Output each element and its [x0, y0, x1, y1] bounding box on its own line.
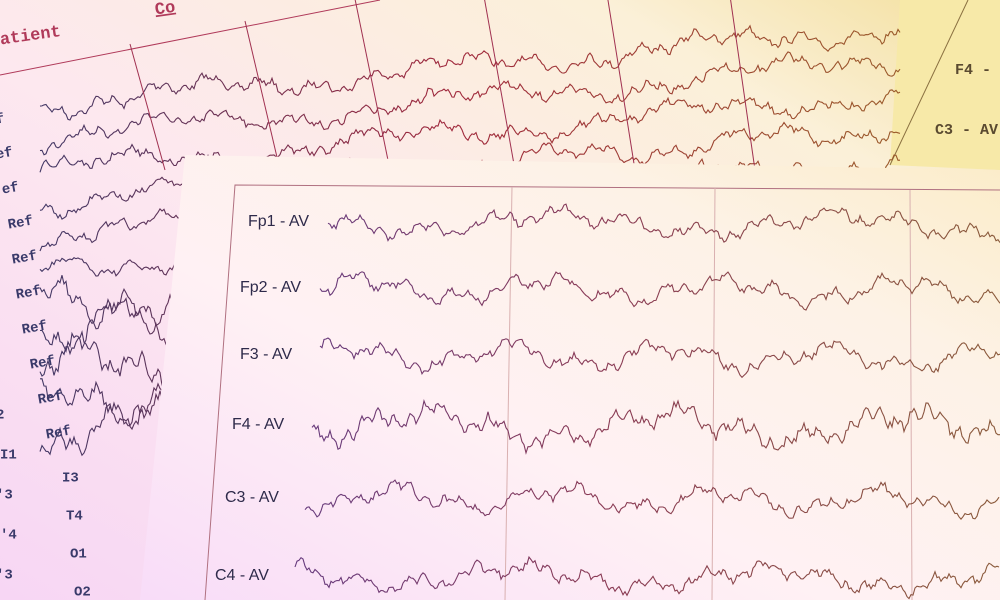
channel-label: C3 - AV — [225, 489, 279, 506]
channel-label: Fp1 - AV — [248, 213, 309, 230]
channel-label: O1 — [70, 547, 87, 563]
channel-label: O2 — [74, 585, 91, 600]
channel-label: F3 - AV — [240, 346, 292, 363]
channel-label: Ref — [11, 248, 39, 268]
channel-label: I1 — [0, 448, 17, 464]
channel-label: Ref — [21, 318, 49, 338]
channel-label: Ref — [45, 423, 73, 443]
sheet-rule — [0, 0, 381, 76]
channel-label: T4 — [66, 509, 83, 525]
eeg-trace — [327, 203, 1000, 243]
channel-label: ef — [0, 145, 14, 164]
grid-line — [607, 0, 636, 171]
channel-label: C4 - AV — [215, 567, 269, 584]
channel-label: I3 — [62, 471, 79, 487]
grid-line — [244, 20, 281, 171]
eeg-trace — [39, 89, 901, 173]
front-sheet — [140, 155, 1000, 600]
sheet-edge — [889, 0, 969, 166]
grid-line — [730, 0, 756, 171]
header-text: Co — [154, 0, 177, 20]
grid-line — [129, 43, 166, 171]
eeg-trace — [319, 271, 1000, 311]
eeg-trace — [39, 51, 901, 156]
channel-label: Ref — [29, 353, 57, 373]
channel-label: f — [0, 111, 6, 128]
channel-label: ef — [1, 180, 20, 199]
channel-label: F4 - A — [955, 62, 1000, 79]
grid-line — [711, 187, 716, 600]
grid-line — [484, 0, 516, 171]
grid-line — [504, 186, 513, 600]
eeg-trace — [294, 555, 1000, 600]
channel-label: '4 — [0, 528, 17, 544]
chart-border — [204, 184, 1000, 600]
channel-label: Ref — [15, 283, 43, 303]
grid-line — [354, 0, 391, 171]
eeg-trace — [304, 479, 1000, 520]
channel-label: Ref — [37, 388, 65, 408]
grid-line — [909, 189, 913, 600]
channel-label: 2 — [0, 408, 4, 424]
eeg-trace — [39, 24, 901, 121]
channel-label: Fp2 - AV — [240, 279, 301, 296]
channel-label: '3 — [0, 488, 13, 504]
channel-label: '3 — [0, 568, 13, 584]
eeg-trace — [319, 337, 1000, 379]
right-sheet — [890, 0, 1000, 170]
eeg-trace — [311, 398, 1000, 455]
channel-label: F4 - AV — [232, 416, 284, 433]
channel-label: Ref — [7, 213, 35, 233]
channel-label: C3 - AV — [935, 122, 998, 139]
